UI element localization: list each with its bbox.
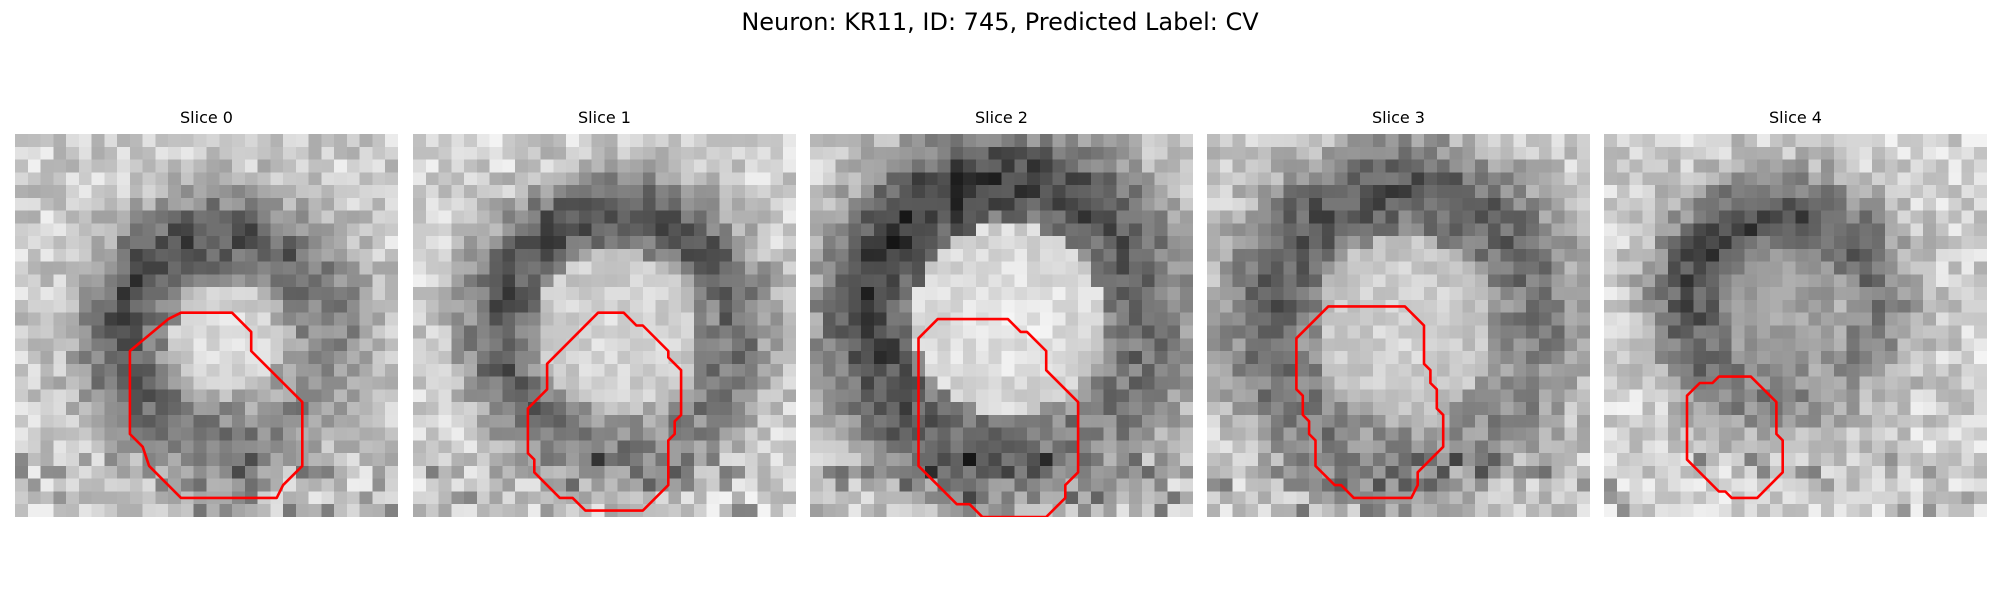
slice-svg <box>1207 134 1590 517</box>
slice-image <box>1604 134 1987 517</box>
slice-svg <box>413 134 796 517</box>
slice-panel-1: Slice 1 <box>413 108 796 517</box>
slice-svg <box>15 134 398 517</box>
roi-contour <box>128 311 304 500</box>
slice-title: Slice 4 <box>1769 108 1822 127</box>
slice-image <box>1207 134 1590 517</box>
roi-contour <box>1295 305 1445 500</box>
slice-panel-2: Slice 2 <box>810 108 1193 517</box>
slice-panel-3: Slice 3 <box>1207 108 1590 517</box>
slice-title: Slice 0 <box>180 108 233 127</box>
slice-image <box>810 134 1193 517</box>
figure-title: Neuron: KR11, ID: 745, Predicted Label: … <box>741 8 1259 36</box>
slice-title: Slice 1 <box>578 108 631 127</box>
slice-title: Slice 3 <box>1372 108 1425 127</box>
slice-panel-0: Slice 0 <box>15 108 398 517</box>
slice-svg <box>810 134 1193 517</box>
slice-title: Slice 2 <box>975 108 1028 127</box>
roi-contour <box>917 317 1080 517</box>
slice-image <box>15 134 398 517</box>
slice-panel-4: Slice 4 <box>1604 108 1987 517</box>
slice-image <box>413 134 796 517</box>
roi-contour <box>526 311 683 512</box>
roi-contour <box>1685 375 1784 500</box>
slice-svg <box>1604 134 1987 517</box>
